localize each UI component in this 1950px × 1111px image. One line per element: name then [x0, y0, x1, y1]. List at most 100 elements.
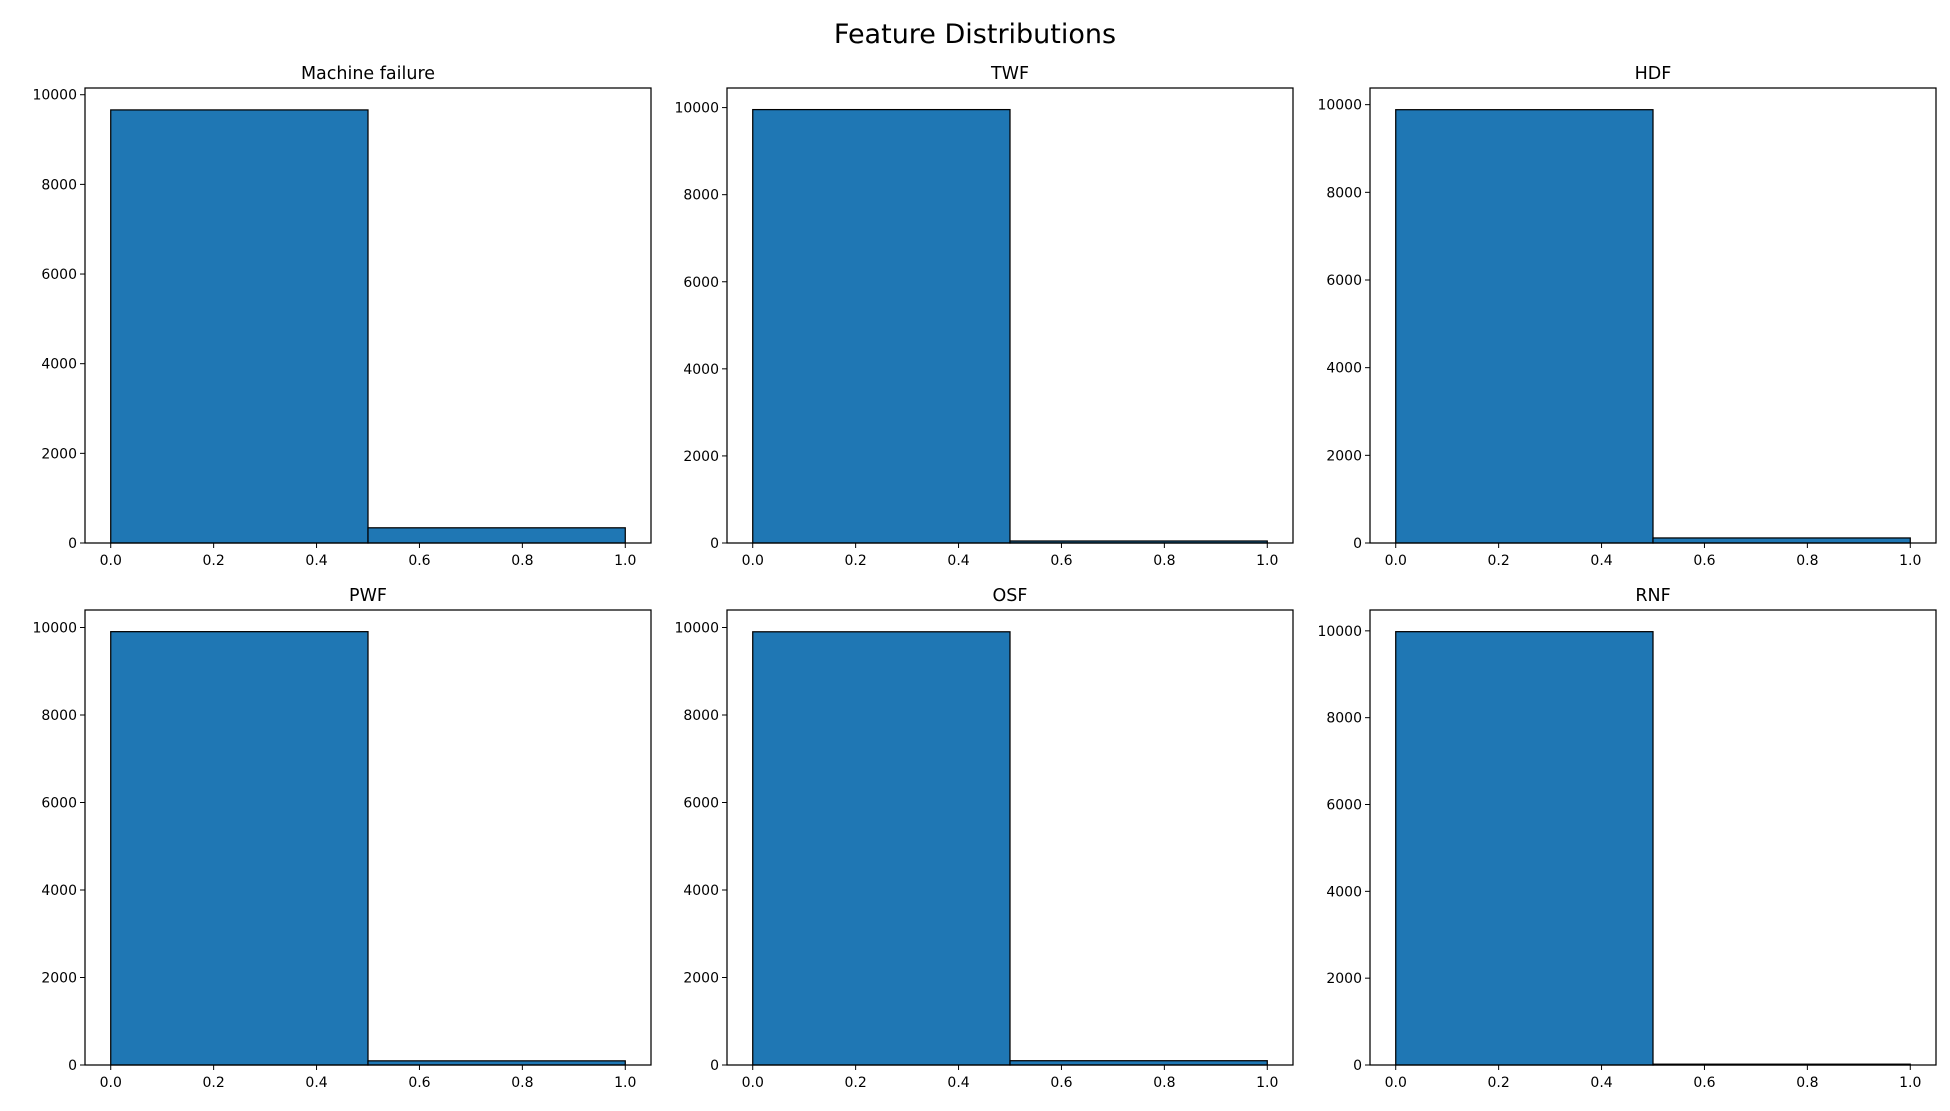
- x-tick-label: 0.6: [1693, 553, 1715, 569]
- axes-frame: [726, 609, 1294, 1066]
- x-tick-label: 0.2: [845, 1075, 867, 1091]
- x-tick-label: 1.0: [1899, 553, 1921, 569]
- y-tick-label: 10000: [1317, 624, 1362, 640]
- x-tick-label: 0.0: [1385, 1075, 1407, 1091]
- y-tick-label: 6000: [41, 267, 77, 283]
- x-tick-label: 0.0: [100, 553, 122, 569]
- axes-frame: [84, 609, 652, 1066]
- y-tick-label: 8000: [41, 177, 77, 193]
- x-tick-label: 0.2: [1488, 553, 1510, 569]
- x-tick-label: 0.4: [305, 553, 327, 569]
- x-tick-label: 0.8: [1796, 553, 1818, 569]
- x-tick-label: 0.0: [742, 1075, 764, 1091]
- x-tick-label: 0.8: [1153, 553, 1175, 569]
- axes-frame: [1369, 609, 1937, 1066]
- subplot-title: OSF: [993, 586, 1028, 606]
- subplot-0: Machine failure 0.0 0.2 0.4 0.6 0.8 1.0 0 2000 40…: [32, 64, 652, 569]
- y-tick-label: 10000: [674, 621, 719, 637]
- y-tick-label: 4000: [1326, 884, 1362, 900]
- y-tick-label: 8000: [1326, 711, 1362, 727]
- subplot-title: Machine failure: [301, 64, 435, 84]
- y-tick-label: 0: [68, 1058, 77, 1074]
- x-tick-label: 0.4: [1590, 553, 1612, 569]
- y-tick-label: 2000: [1326, 971, 1362, 987]
- x-tick-label: 0.8: [511, 1075, 533, 1091]
- y-tick-label: 2000: [683, 971, 719, 987]
- figure-title: Feature Distributions: [834, 19, 1116, 50]
- y-tick-label: 4000: [41, 883, 77, 899]
- histogram-bar: [1395, 109, 1654, 544]
- y-tick-label: 10000: [32, 88, 77, 104]
- y-tick-label: 6000: [1326, 798, 1362, 814]
- subplot-title: RNF: [1635, 586, 1670, 606]
- histogram-bar: [1395, 631, 1654, 1066]
- histogram-bar: [752, 108, 1011, 544]
- x-tick-label: 0.6: [408, 553, 430, 569]
- histogram-bar: [1652, 537, 1911, 544]
- axes-frame: [726, 87, 1294, 544]
- y-tick-label: 10000: [1317, 98, 1362, 114]
- subplot-2: HDF 0.0 0.2 0.4 0.6 0.8 1.0 0 2000 4000 6000 8000 10…: [1317, 64, 1937, 569]
- panels: Machine failure 0.0 0.2 0.4 0.6 0.8 1.0 0 2000 40…: [32, 64, 1937, 1091]
- axes-frame: [1369, 87, 1937, 544]
- x-tick-label: 0.2: [845, 553, 867, 569]
- y-tick-label: 4000: [683, 362, 719, 378]
- x-tick-label: 0.2: [203, 1075, 225, 1091]
- subplot-title: TWF: [990, 64, 1029, 84]
- y-tick-label: 6000: [683, 275, 719, 291]
- y-tick-label: 0: [68, 536, 77, 552]
- y-tick-label: 6000: [1326, 273, 1362, 289]
- x-tick-label: 0.0: [100, 1075, 122, 1091]
- y-tick-label: 8000: [41, 708, 77, 724]
- y-tick-label: 4000: [1326, 361, 1362, 377]
- y-tick-label: 10000: [32, 621, 77, 637]
- x-tick-label: 0.4: [947, 553, 969, 569]
- subplot-5: RNF 0.0 0.2 0.4 0.6 0.8 1.0 0 2000 4000 6000 8000 10…: [1317, 586, 1937, 1091]
- x-tick-label: 0.4: [1590, 1075, 1612, 1091]
- histogram-bar: [1009, 1060, 1268, 1066]
- y-tick-label: 2000: [1326, 448, 1362, 464]
- subplot-1: TWF 0.0 0.2 0.4 0.6 0.8 1.0 0 2000 4000 6000 8000 10…: [674, 64, 1294, 569]
- x-tick-label: 0.2: [203, 553, 225, 569]
- x-tick-label: 0.6: [1050, 553, 1072, 569]
- axes-frame: [84, 87, 652, 544]
- x-tick-label: 1.0: [1899, 1075, 1921, 1091]
- y-tick-label: 2000: [683, 449, 719, 465]
- x-tick-label: 0.8: [511, 553, 533, 569]
- x-tick-label: 0.2: [1488, 1075, 1510, 1091]
- y-tick-label: 6000: [41, 796, 77, 812]
- x-tick-label: 0.4: [947, 1075, 969, 1091]
- x-tick-label: 0.0: [1385, 553, 1407, 569]
- x-tick-label: 1.0: [614, 553, 636, 569]
- x-tick-label: 0.4: [305, 1075, 327, 1091]
- y-tick-label: 8000: [683, 708, 719, 724]
- subplot-title: HDF: [1635, 64, 1672, 84]
- y-tick-label: 6000: [683, 796, 719, 812]
- y-tick-label: 0: [1353, 536, 1362, 552]
- y-tick-label: 8000: [683, 188, 719, 204]
- y-tick-label: 0: [710, 536, 719, 552]
- subplot-4: OSF 0.0 0.2 0.4 0.6 0.8 1.0 0 2000 4000 6000 8000 10…: [674, 586, 1294, 1091]
- y-tick-label: 4000: [683, 883, 719, 899]
- y-tick-label: 2000: [41, 446, 77, 462]
- x-tick-label: 0.0: [742, 553, 764, 569]
- histogram-bar: [752, 631, 1011, 1066]
- histogram-bar: [367, 527, 626, 544]
- histogram-bar: [110, 631, 369, 1066]
- y-tick-label: 4000: [41, 357, 77, 373]
- y-tick-label: 0: [710, 1058, 719, 1074]
- subplot-title: PWF: [349, 586, 387, 606]
- y-tick-label: 2000: [41, 971, 77, 987]
- x-tick-label: 0.6: [1050, 1075, 1072, 1091]
- histogram-bar: [110, 109, 369, 544]
- x-tick-label: 0.8: [1153, 1075, 1175, 1091]
- x-tick-label: 0.6: [1693, 1075, 1715, 1091]
- subplot-3: PWF 0.0 0.2 0.4 0.6 0.8 1.0 0 2000 4000 6000 8000 10…: [32, 586, 652, 1091]
- x-tick-label: 1.0: [614, 1075, 636, 1091]
- x-tick-label: 0.8: [1796, 1075, 1818, 1091]
- y-tick-label: 0: [1353, 1058, 1362, 1074]
- x-tick-label: 1.0: [1256, 553, 1278, 569]
- y-tick-label: 10000: [674, 101, 719, 117]
